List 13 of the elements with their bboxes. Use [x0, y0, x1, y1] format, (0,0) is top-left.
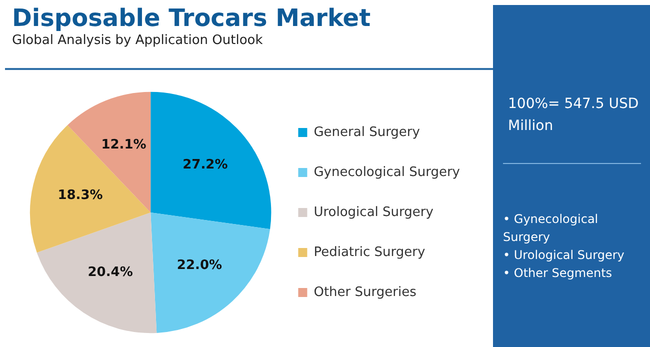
- legend-label: Other Surgeries: [314, 284, 417, 300]
- data-label: 12.1%: [101, 138, 146, 153]
- chart-title: Disposable Trocars Market: [12, 4, 371, 32]
- legend-label: Gynecological Surgery: [314, 164, 460, 180]
- legend-label: General Surgery: [314, 124, 420, 140]
- side-panel: 100%= 547.5 USD Million • Gynecological Surgery • Urological Surgery • Other Segments: [493, 5, 650, 347]
- data-label: 20.4%: [88, 264, 133, 280]
- legend-label: Urological Surgery: [314, 204, 434, 220]
- data-label: 22.0%: [176, 258, 222, 274]
- data-label: 18.3%: [58, 188, 103, 203]
- data-label: 27.2%: [182, 157, 228, 172]
- chart-subtitle: Global Analysis by Application Outlook: [12, 33, 263, 48]
- legend-label: Pediatric Surgery: [314, 244, 426, 260]
